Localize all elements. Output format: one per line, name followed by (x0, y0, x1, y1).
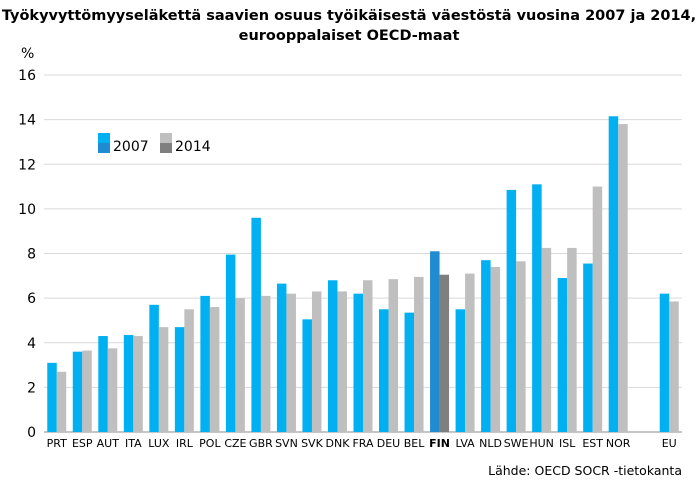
bar-2014-bel (414, 276, 424, 432)
x-tick-label: EU (662, 437, 677, 450)
bar-2007-lux (149, 304, 159, 432)
bar-2014-isl (567, 247, 577, 432)
bar-2007-aut (98, 336, 108, 432)
bar-2007-nor (608, 116, 619, 432)
x-tick-label: IRL (176, 437, 194, 450)
x-tick-label: ISL (559, 437, 576, 450)
bar-2007-fin (430, 251, 440, 432)
bar-2014-lux (158, 327, 169, 432)
x-tick-label: PRT (47, 437, 67, 450)
bar-2007-svk (302, 319, 312, 432)
bar-2007-svn (276, 283, 287, 432)
x-tick-label: DNK (326, 437, 351, 450)
legend-swatch-2014-fin (160, 143, 172, 153)
legend-swatch-2014 (160, 133, 172, 143)
bar-2014-deu (388, 279, 399, 432)
bar-2014-aut (107, 348, 118, 432)
bar-2014-esp (82, 350, 92, 432)
x-tick-label: LVA (455, 437, 475, 450)
x-tick-label: SVK (301, 437, 324, 450)
bar-2014-nor (618, 124, 628, 433)
bar-2007-hun (532, 184, 542, 432)
y-tick-label: 14 (18, 113, 36, 129)
bar-2007-eu (659, 293, 670, 432)
y-tick-label: 4 (27, 336, 36, 352)
x-tick-label: FIN (429, 437, 450, 450)
x-tick-label: HUN (529, 437, 554, 450)
bar-2014-svn (286, 293, 296, 432)
x-tick-label: DEU (377, 437, 400, 450)
x-tick-label: BEL (404, 437, 425, 450)
bar-2007-irl (174, 327, 185, 432)
bar-2014-fra (363, 280, 373, 432)
bar-2007-dnk (327, 280, 338, 432)
x-tick-label: SVN (275, 437, 298, 450)
bar-2007-lva (455, 309, 466, 432)
y-tick-label: 12 (18, 157, 36, 173)
x-tick-label: ESP (72, 437, 93, 450)
x-tick-label: LUX (148, 437, 170, 450)
x-tick-label: SWE (504, 437, 529, 450)
bar-2014-swe (516, 261, 526, 432)
bar-2007-nld (481, 260, 491, 432)
y-tick-label: 10 (18, 202, 36, 218)
bar-2014-hun (541, 247, 552, 432)
y-tick-label: 0 (27, 425, 36, 441)
bar-2014-gbr (260, 295, 271, 432)
bar-2007-cze (225, 254, 236, 432)
bar-2007-swe (506, 189, 517, 432)
bar-2007-ita (123, 334, 134, 432)
legend-label-2007: 2007 (113, 139, 149, 155)
legend-swatch-2007-fin (98, 143, 110, 153)
bar-2014-eu (669, 301, 679, 432)
bar-2007-isl (557, 278, 568, 432)
y-axis-label: % (21, 46, 34, 62)
bar-2014-est (592, 186, 603, 432)
bar-2007-deu (379, 309, 389, 432)
x-tick-label: NLD (479, 437, 502, 450)
legend-swatch-2007 (98, 133, 110, 143)
chart-title-line2: eurooppalaiset OECD-maat (238, 28, 460, 44)
x-tick-label: CZE (224, 437, 246, 450)
x-tick-label: AUT (97, 437, 120, 450)
x-tick-label: EST (582, 437, 603, 450)
bar-2007-esp (72, 351, 83, 432)
y-tick-label: 6 (27, 291, 36, 307)
bar-2014-nld (490, 266, 501, 432)
bar-2014-prt (56, 371, 67, 432)
bar-2014-pol (209, 307, 220, 432)
x-tick-label: GBR (249, 437, 273, 450)
chart-title: Työkyvyttömyyseläkettä saavien osuus työ… (0, 6, 698, 46)
y-tick-label: 2 (27, 380, 36, 396)
x-tick-label: FRA (352, 437, 374, 450)
bar-2007-fra (353, 293, 363, 432)
bar-2007-gbr (251, 217, 261, 432)
bar-2014-dnk (337, 291, 347, 432)
source-note: Lähde: OECD SOCR -tietokanta (488, 463, 682, 478)
chart-title-line1: Työkyvyttömyyseläkettä saavien osuus työ… (1, 8, 697, 24)
bar-2014-irl (184, 309, 194, 432)
bar-2007-est (583, 263, 593, 432)
bar-2014-lva (465, 273, 475, 432)
bar-2014-ita (133, 336, 143, 432)
bar-2014-cze (235, 298, 245, 432)
y-tick-label: 16 (18, 68, 36, 84)
x-tick-label: NOR (606, 437, 631, 450)
legend-label-2014: 2014 (175, 139, 211, 155)
bar-2014-fin (439, 274, 450, 432)
x-tick-label: ITA (125, 437, 142, 450)
bar-2007-bel (404, 312, 415, 432)
bar-2007-pol (200, 295, 210, 432)
y-tick-label: 8 (27, 247, 36, 263)
x-tick-label: POL (199, 437, 221, 450)
bar-2007-prt (47, 362, 57, 432)
bar-2014-svk (311, 291, 322, 432)
